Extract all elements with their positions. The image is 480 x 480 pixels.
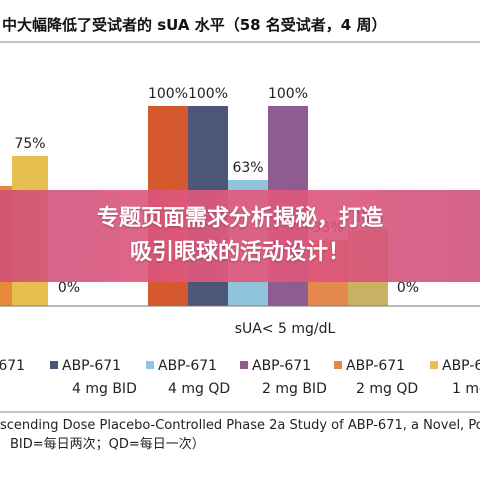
legend-text-2-0: ABP-671 — [158, 358, 217, 374]
legend-text-3-1: 2 mg BID — [262, 381, 327, 397]
legend-text-5-0: ABP-671 — [442, 358, 480, 374]
legend-swatch-3 — [240, 361, 248, 369]
legend-swatch-5 — [430, 361, 438, 369]
bar-label-1-0: 0% — [58, 280, 80, 296]
bar-label-2-0: 100% — [148, 86, 188, 102]
legend-text-5-1: 1 mg — [452, 381, 480, 397]
promo-banner-line-2: 吸引眼球的活动设计！ — [129, 240, 350, 265]
bar-label-2-3: 100% — [268, 86, 308, 102]
legend-swatch-4 — [334, 361, 342, 369]
bar-label-2-2: 63% — [232, 160, 263, 176]
bar-label-0-1: 75% — [14, 136, 45, 152]
footnote-line-2: BID=每日两次；QD=每日一次） — [10, 436, 205, 452]
legend-text-3-0: ABP-671 — [252, 358, 311, 374]
legend-text-2-1: 4 mg QD — [168, 381, 230, 397]
legend-text-1-0: ABP-671 — [62, 358, 121, 374]
chart-title: 中大幅降低了受试者的 sUA 水平（58 名受试者，4 周） — [2, 16, 386, 34]
bar-label-2-6: 0% — [397, 280, 419, 296]
bar-label-2-1: 100% — [188, 86, 228, 102]
legend-swatch-2 — [146, 361, 154, 369]
legend-text-0-0: ABP-671 — [0, 358, 25, 374]
legend-swatch-1 — [50, 361, 58, 369]
legend-text-1-1: 4 mg BID — [72, 381, 137, 397]
legend-text-4-1: 2 mg QD — [356, 381, 418, 397]
promo-banner-line-1: 专题页面需求分析揭秘，打造 — [96, 206, 383, 231]
x-axis-label: sUA< 5 mg/dL — [235, 321, 336, 337]
promo-banner: 专题页面需求分析揭秘，打造 吸引眼球的活动设计！ — [0, 190, 480, 282]
footnote-line-1: scending Dose Placebo-Controlled Phase 2… — [0, 418, 480, 433]
legend-text-4-0: ABP-671 — [346, 358, 405, 374]
